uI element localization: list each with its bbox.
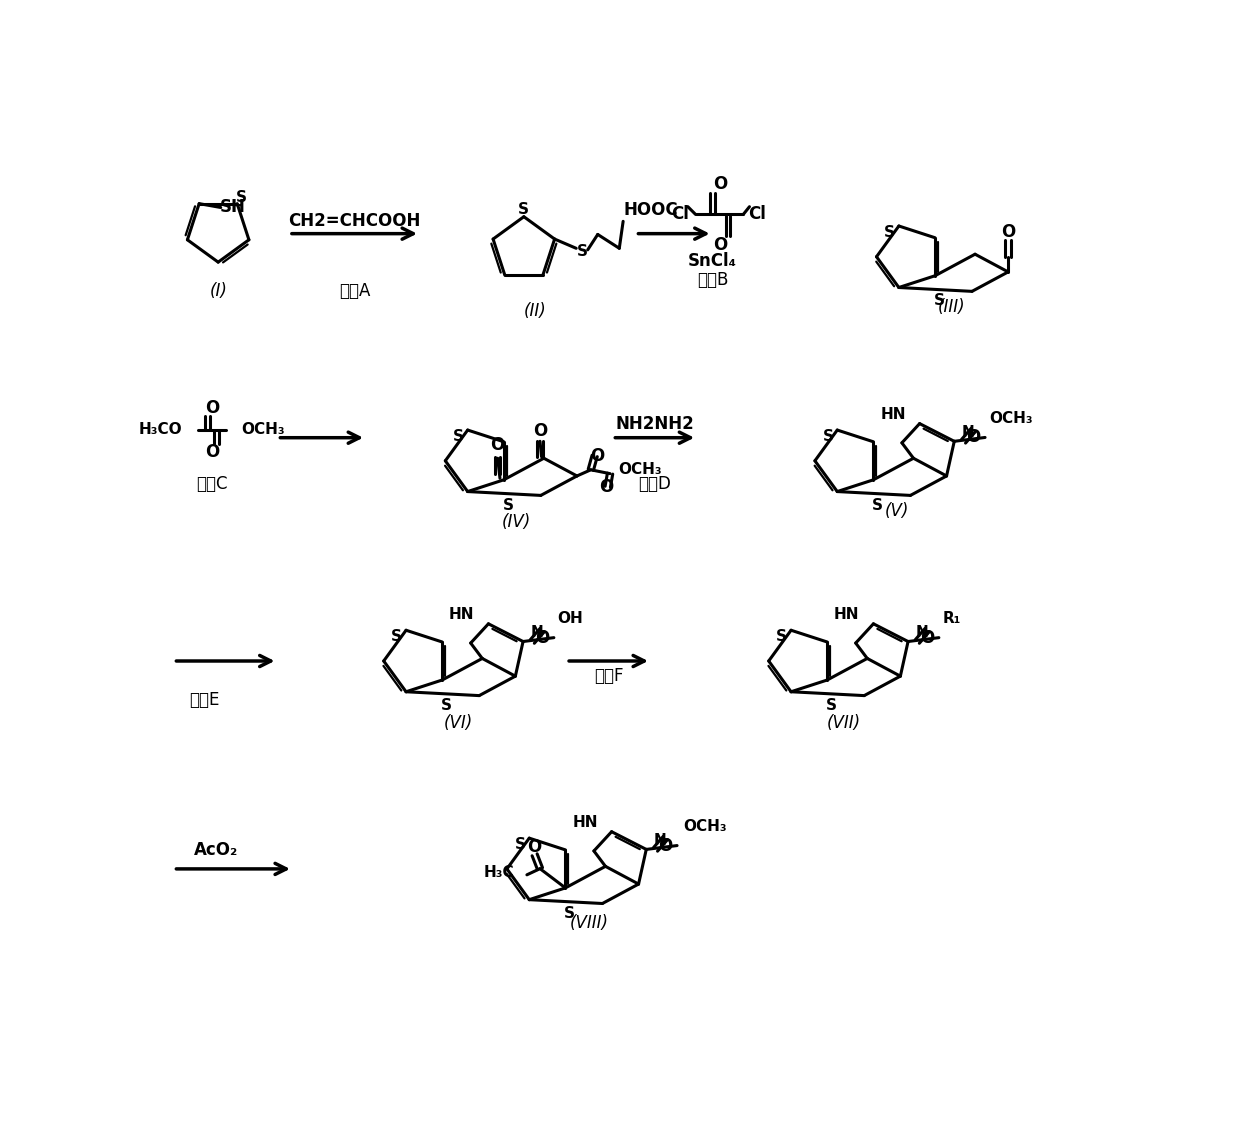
Text: O: O	[205, 443, 219, 460]
Text: O: O	[713, 236, 728, 254]
Text: S: S	[453, 428, 464, 444]
Text: O: O	[920, 629, 935, 647]
Text: H₃C: H₃C	[484, 864, 513, 881]
Text: OCH₃: OCH₃	[242, 423, 285, 437]
Text: 步骤C: 步骤C	[196, 475, 228, 492]
Text: O: O	[491, 436, 505, 455]
Text: (IV): (IV)	[501, 513, 531, 531]
Text: S: S	[826, 697, 837, 712]
Text: O: O	[713, 174, 728, 192]
Text: N: N	[916, 625, 929, 640]
Text: OH: OH	[558, 611, 584, 626]
Text: 步骤A: 步骤A	[339, 283, 370, 300]
Text: 步骤B: 步骤B	[697, 271, 728, 289]
Text: O: O	[590, 447, 604, 465]
Text: CH2=CHCOOH: CH2=CHCOOH	[288, 212, 420, 229]
Text: S: S	[822, 428, 833, 444]
Text: O: O	[527, 838, 542, 856]
Text: (III): (III)	[937, 298, 965, 316]
Text: S: S	[884, 224, 895, 239]
Text: HN: HN	[835, 607, 859, 622]
Text: S: S	[577, 244, 588, 259]
Text: S: S	[392, 629, 402, 643]
Text: N: N	[531, 625, 543, 640]
Text: O: O	[536, 629, 549, 647]
Text: S: S	[441, 697, 453, 712]
Text: R₁: R₁	[942, 611, 961, 626]
Text: S: S	[518, 202, 529, 216]
Text: (I): (I)	[210, 283, 227, 300]
Text: O: O	[1001, 223, 1016, 240]
Text: OCH₃: OCH₃	[990, 411, 1033, 426]
Text: (II): (II)	[525, 301, 547, 319]
Text: O: O	[533, 423, 547, 441]
Text: 步骤D: 步骤D	[639, 475, 671, 492]
Text: S: S	[502, 498, 513, 513]
Text: O: O	[205, 400, 219, 418]
Text: 步骤E: 步骤E	[190, 690, 219, 709]
Text: S: S	[872, 498, 883, 513]
Text: N: N	[653, 832, 667, 847]
Text: S: S	[776, 629, 787, 643]
Text: (VII): (VII)	[826, 713, 861, 732]
Text: O: O	[658, 837, 672, 854]
Text: S: S	[236, 190, 247, 205]
Text: NH2NH2: NH2NH2	[615, 414, 694, 433]
Text: (VIII): (VIII)	[570, 914, 609, 932]
Text: O: O	[599, 477, 614, 496]
Text: OCH₃: OCH₃	[683, 819, 727, 834]
Text: O: O	[966, 428, 981, 447]
Text: AcO₂: AcO₂	[193, 840, 238, 859]
Text: S: S	[564, 906, 575, 921]
Text: 步骤F: 步骤F	[594, 668, 624, 686]
Text: H₃CO: H₃CO	[139, 423, 182, 437]
Text: SnCl₄: SnCl₄	[688, 252, 737, 269]
Text: N: N	[962, 425, 975, 440]
Text: S: S	[515, 837, 526, 852]
Text: SH: SH	[219, 198, 246, 216]
Text: (VI): (VI)	[444, 713, 472, 732]
Text: (V): (V)	[885, 502, 909, 520]
Text: HN: HN	[572, 815, 598, 830]
Text: HN: HN	[449, 607, 475, 622]
Text: HOOC: HOOC	[624, 200, 678, 219]
Text: Cl: Cl	[671, 205, 689, 223]
Text: S: S	[934, 293, 945, 308]
Text: Cl: Cl	[748, 205, 766, 223]
Text: HN: HN	[880, 406, 905, 421]
Text: OCH₃: OCH₃	[618, 463, 661, 477]
